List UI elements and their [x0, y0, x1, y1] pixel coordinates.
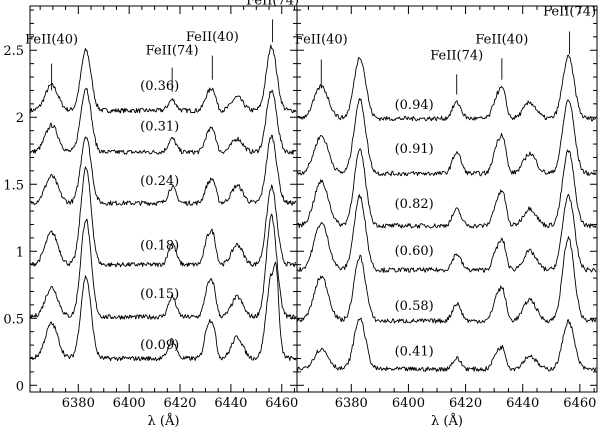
y-tick-label: 0 [16, 379, 24, 394]
axes-layer: 0 0.5 1 1.5 2 2.5 6380 6400 6420 6440 6460 λ (Å) 638… [3, 5, 598, 429]
line-id-label: FeII(74) [543, 4, 596, 19]
phase-label: (0.82) [395, 197, 434, 212]
y-tick-label: 2.5 [3, 44, 24, 59]
x-tick-label: 6380 [335, 396, 368, 411]
line-id-label: FeII(40) [186, 30, 239, 45]
phase-label: (0.58) [395, 299, 434, 314]
phase-label: (0.94) [395, 98, 434, 113]
x-tick-label: 6420 [449, 396, 482, 411]
phase-label: (0.31) [140, 119, 179, 134]
line-id-label: FeII(40) [25, 33, 78, 48]
phase-label: (0.60) [395, 244, 434, 259]
x-tick-label: 6460 [563, 396, 596, 411]
spectrum-line [30, 134, 297, 206]
line-id-label: FeII(40) [475, 33, 528, 48]
phase-label: (0.15) [140, 287, 179, 302]
phase-label: (0.18) [140, 239, 179, 254]
phase-label: (0.09) [140, 338, 179, 353]
x-tick-label: 6440 [506, 396, 539, 411]
label-layer: (0.36) (0.31) (0.24) (0.18) (0.15) (0.09) FeII… [25, 0, 596, 359]
x-axis-label: λ (Å) [148, 413, 180, 429]
spectrum-line [297, 148, 597, 229]
y-tick-label: 1.5 [3, 178, 24, 193]
phase-label: (0.24) [140, 174, 179, 189]
spectrum-line [297, 193, 597, 273]
series-layer [30, 44, 597, 372]
phase-label: (0.91) [395, 142, 434, 157]
spectrum-line [30, 213, 297, 320]
y-tick-label: 0.5 [3, 312, 24, 327]
x-tick-label: 6400 [113, 396, 146, 411]
spectrum-line [297, 98, 597, 177]
line-id-label: FeII(74) [146, 43, 199, 58]
y-tick-label: 2 [16, 111, 24, 126]
spectrum-line [297, 54, 597, 122]
spectrum-line [30, 44, 297, 114]
y-tick-label: 1 [16, 245, 24, 260]
line-id-label: FeII(74) [430, 49, 483, 64]
line-id-label: FeII(40) [295, 33, 348, 48]
x-tick-label: 6440 [214, 396, 247, 411]
spectrum-line [30, 87, 297, 155]
panel-frame [296, 5, 598, 393]
spectrum-line [297, 236, 597, 324]
line-id-label: FeII(74) [246, 0, 299, 9]
x-tick-label: 6380 [62, 396, 95, 411]
spectrum-line [30, 166, 296, 268]
panel-frame [29, 5, 298, 393]
x-axis-label: λ (Å) [431, 413, 463, 429]
phase-label: (0.36) [140, 79, 179, 94]
x-tick-label: 6420 [163, 396, 196, 411]
spectrum-line [297, 317, 597, 372]
x-tick-label: 6460 [265, 396, 298, 411]
x-tick-label: 6400 [392, 396, 425, 411]
spectrum-line [30, 261, 297, 362]
phase-label: (0.41) [395, 344, 434, 359]
